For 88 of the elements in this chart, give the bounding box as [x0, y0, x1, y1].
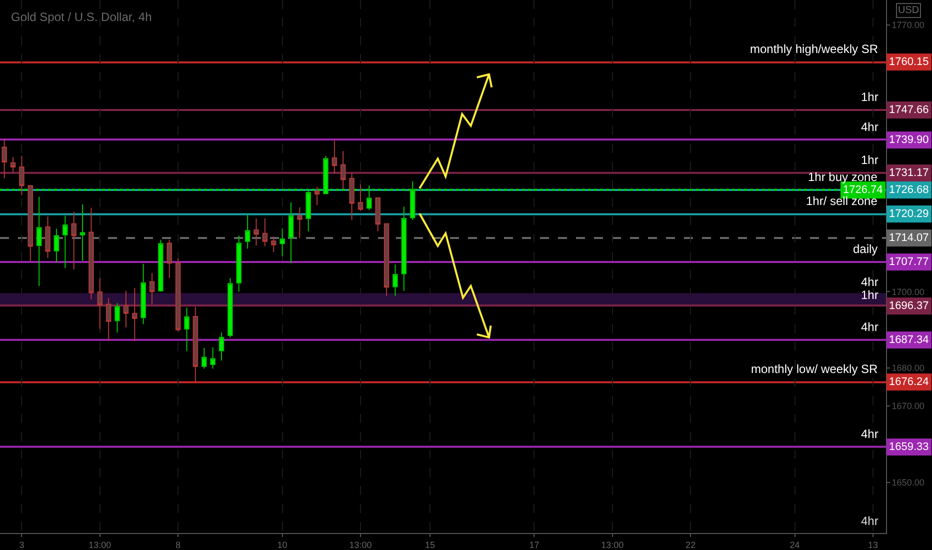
- candlestick: [218, 332, 224, 362]
- annotation: 1hr: [861, 153, 878, 167]
- candlestick: [97, 277, 103, 330]
- candlestick: [88, 207, 94, 300]
- annotation: 1hr buy zone: [808, 170, 878, 184]
- candlestick: [228, 277, 233, 338]
- candlestick: [332, 140, 338, 174]
- candlestick: [149, 272, 155, 305]
- candlestick: [36, 196, 42, 286]
- annotation: 1hr/ sell zone: [806, 194, 878, 208]
- candlestick: [384, 223, 390, 296]
- annotation: monthly high/weekly SR: [750, 42, 878, 56]
- candlestick: [62, 215, 68, 269]
- y-tick-label: 1680.00: [892, 363, 924, 374]
- band-label: 4hr: [861, 275, 878, 289]
- candlestick: [71, 211, 76, 270]
- x-tick-label: 3: [19, 540, 24, 550]
- y-axis-title: USD: [898, 5, 920, 16]
- annotation: 4hr: [861, 320, 878, 334]
- x-tick-label: 10: [277, 540, 288, 550]
- text: Gold Spot / U.S. Dollar, 4h: [11, 10, 152, 24]
- ref-line-label: 1696.37: [889, 300, 929, 312]
- annotation: 4hr: [861, 120, 878, 134]
- candlestick: [244, 214, 250, 250]
- candlestick: [401, 206, 407, 292]
- candlestick: [349, 172, 354, 220]
- candlestick: [280, 228, 285, 257]
- ref-line-label: 1760.15: [889, 56, 929, 68]
- candlestick: [106, 298, 112, 342]
- annotation: 1hr: [861, 288, 878, 302]
- candlestick: [19, 155, 24, 196]
- x-tick-label: 22: [686, 540, 696, 550]
- candlestick: [358, 184, 364, 212]
- x-tick-label: 13:00: [601, 540, 624, 550]
- x-tick-label: 13:00: [88, 540, 112, 550]
- candlestick: [80, 204, 86, 262]
- candlestick: [192, 306, 198, 383]
- candlestick: [297, 206, 302, 239]
- ref-line-label: 1659.33: [889, 441, 929, 453]
- ref-line-label: 1731.17: [889, 167, 929, 179]
- candlestick: [392, 264, 398, 296]
- candlestick: [45, 216, 50, 259]
- ref-line-label: 1726.74: [843, 184, 883, 196]
- candlestick: [132, 287, 138, 342]
- candlestick: [2, 138, 7, 179]
- candlestick: [10, 156, 16, 172]
- ref-line-label: 1726.68: [889, 184, 929, 196]
- ref-line-label: 1676.24: [889, 376, 929, 388]
- candlestick: [314, 186, 320, 206]
- y-tick-label: 1670.00: [892, 401, 924, 412]
- candlestick: [158, 239, 164, 292]
- candlestick: [236, 235, 242, 292]
- candlestick: [114, 302, 120, 333]
- x-tick-label: 15: [424, 540, 435, 550]
- ref-line-label: 1714.07: [889, 232, 929, 244]
- y-tick-label: 1770.00: [892, 20, 924, 30]
- candlestick: [254, 218, 259, 246]
- candlestick: [262, 218, 268, 247]
- candlestick: [288, 202, 294, 264]
- x-tick-label: 13: [868, 540, 878, 550]
- candlestick: [184, 307, 190, 352]
- candlestick: [54, 228, 60, 262]
- candlestick: [375, 197, 380, 232]
- candlestick: [202, 348, 207, 370]
- x-tick-label: 24: [790, 540, 800, 550]
- ref-line-label: 1739.90: [889, 134, 929, 146]
- ref-line-label: 1707.77: [889, 256, 929, 268]
- y-tick-label: 1700.00: [892, 286, 924, 297]
- candlestick: [123, 290, 129, 328]
- ref-line-label: 1687.34: [889, 334, 929, 346]
- candlestick: [140, 263, 146, 325]
- candlestick: [340, 150, 346, 190]
- candlestick: [270, 236, 276, 253]
- x-tick-label: 17: [529, 540, 540, 550]
- ref-line-label: 1747.66: [889, 104, 929, 116]
- candlestick: [28, 185, 34, 262]
- annotation: daily: [853, 242, 878, 256]
- annotation: monthly low/ weekly SR: [751, 362, 878, 376]
- candlestick: [175, 258, 181, 332]
- y-tick-label: 1650.00: [892, 477, 924, 488]
- candlestick: [210, 346, 216, 370]
- x-tick-label: 13:00: [349, 540, 372, 550]
- annotation: 4hr: [861, 427, 878, 441]
- x-tick-label: 8: [176, 540, 181, 550]
- ref-line-label: 1720.29: [889, 208, 929, 220]
- annotation: 1hr: [861, 90, 878, 104]
- annotation: 4hr: [861, 514, 878, 528]
- candlestick: [166, 239, 172, 278]
